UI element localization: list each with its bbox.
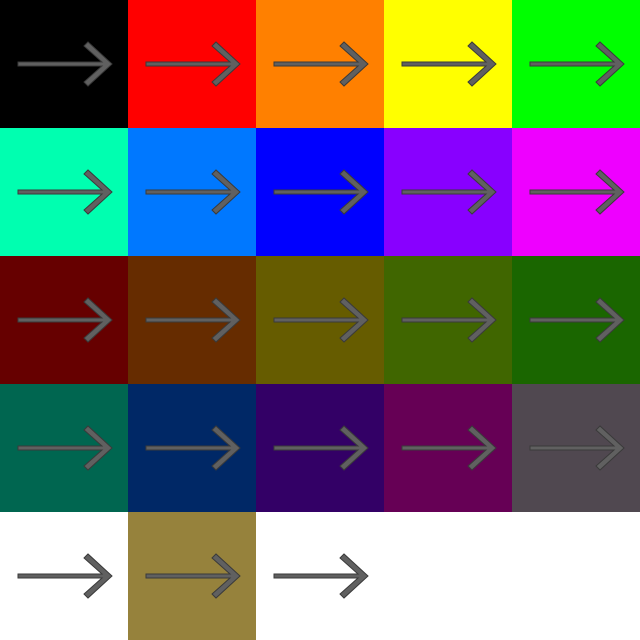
swatch-plum[interactable] (384, 384, 512, 512)
swatch-blue[interactable] (256, 128, 384, 256)
right-arrow-icon (273, 425, 369, 471)
swatch-teal[interactable] (0, 384, 128, 512)
right-arrow-icon (529, 425, 625, 471)
swatch-magenta[interactable] (512, 128, 640, 256)
right-arrow-icon (401, 169, 497, 215)
right-arrow-icon (273, 41, 369, 87)
right-arrow-icon (401, 297, 497, 343)
swatch-khaki[interactable] (128, 512, 256, 640)
right-arrow-icon (17, 297, 113, 343)
right-arrow-icon (273, 169, 369, 215)
swatch-white-2[interactable] (256, 512, 384, 640)
swatch-azure[interactable] (128, 128, 256, 256)
swatch-forest[interactable] (512, 256, 640, 384)
swatch-orange[interactable] (256, 0, 384, 128)
swatch-aqua[interactable] (0, 128, 128, 256)
right-arrow-icon (17, 553, 113, 599)
swatch-violet[interactable] (384, 128, 512, 256)
swatch-white[interactable] (0, 512, 128, 640)
right-arrow-icon (529, 297, 625, 343)
swatch-brown[interactable] (128, 256, 256, 384)
swatch-olive[interactable] (256, 256, 384, 384)
right-arrow-icon (145, 297, 241, 343)
swatch-moss[interactable] (384, 256, 512, 384)
swatch-green[interactable] (512, 0, 640, 128)
right-arrow-icon (145, 425, 241, 471)
swatch-charcoal[interactable] (512, 384, 640, 512)
right-arrow-icon (17, 425, 113, 471)
right-arrow-icon (145, 553, 241, 599)
swatch-navy[interactable] (128, 384, 256, 512)
swatch-red[interactable] (128, 0, 256, 128)
swatch-maroon[interactable] (0, 256, 128, 384)
right-arrow-icon (273, 297, 369, 343)
right-arrow-icon (17, 169, 113, 215)
right-arrow-icon (17, 41, 113, 87)
swatch-yellow[interactable] (384, 0, 512, 128)
right-arrow-icon (529, 169, 625, 215)
swatch-indigo[interactable] (256, 384, 384, 512)
right-arrow-icon (145, 41, 241, 87)
right-arrow-icon (401, 41, 497, 87)
right-arrow-icon (273, 553, 369, 599)
right-arrow-icon (145, 169, 241, 215)
right-arrow-icon (529, 41, 625, 87)
right-arrow-icon (401, 425, 497, 471)
swatch-black[interactable] (0, 0, 128, 128)
